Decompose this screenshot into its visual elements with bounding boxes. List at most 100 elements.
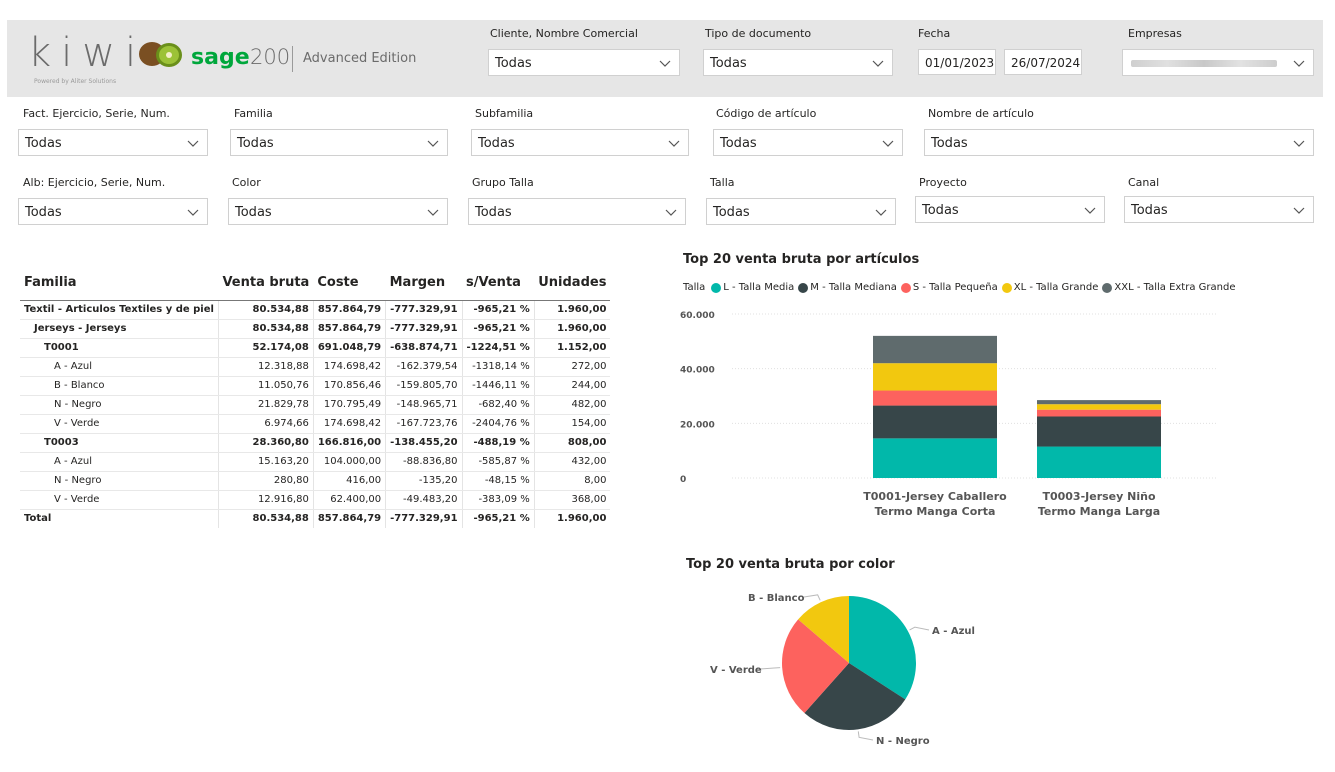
- slicer-value: Todas: [1131, 203, 1168, 218]
- x-tick-label: T0001-Jersey Caballero: [863, 490, 1007, 503]
- table-cell: -585,87 %: [461, 452, 535, 472]
- column-header-s-venta[interactable]: s/Venta: [462, 268, 535, 301]
- slicer-grupo-talla-dropdown[interactable]: Todas: [468, 198, 686, 225]
- table-row[interactable]: A - Azul 12.318,88 174.698,42 -162.379,54 -1…: [20, 357, 611, 377]
- slicer-label-nombre-articulo: Nombre de artículo: [928, 107, 1034, 120]
- row-label: N - Negro: [20, 471, 219, 491]
- legend-label: XXL - Talla Extra Grande: [1114, 282, 1236, 293]
- slicer-subfamilia-dropdown[interactable]: Todas: [471, 129, 689, 156]
- table-cell: -1446,11 %: [461, 376, 535, 396]
- pie-slice[interactable]: [849, 596, 916, 700]
- slicer-value: Todas: [25, 136, 62, 151]
- total-label: Total: [20, 508, 219, 528]
- legend-item-l[interactable]: L - Talla Media: [711, 282, 794, 293]
- slicer-tipo-documento-dropdown[interactable]: Todas: [703, 49, 893, 76]
- column-header-margen[interactable]: Margen: [385, 268, 463, 301]
- table-cell: 170.856,46: [312, 376, 386, 396]
- y-tick-label: 40.000: [680, 366, 715, 376]
- column-header-unidades[interactable]: Unidades: [534, 268, 611, 301]
- slicer-codigo-dropdown[interactable]: Todas: [713, 129, 903, 156]
- bar-segment[interactable]: [873, 405, 997, 439]
- bar-segment[interactable]: [1037, 446, 1161, 478]
- table-row[interactable]: A - Azul 15.163,20 104.000,00 -88.836,80 -58…: [20, 452, 611, 472]
- table-row[interactable]: Jerseys - Jerseys 80.534,88 857.864,79 -777…: [20, 319, 611, 339]
- slicer-fact-dropdown[interactable]: Todas: [18, 129, 208, 156]
- bar-segment[interactable]: [873, 363, 997, 391]
- bar-segment[interactable]: [1037, 416, 1161, 447]
- slicer-empresas-dropdown[interactable]: [1122, 49, 1314, 76]
- legend-item-xl[interactable]: XL - Talla Grande: [1001, 282, 1099, 293]
- table-cell: -88.836,80: [385, 452, 463, 472]
- total-cell: 80.534,88: [217, 508, 314, 528]
- slicer-nombre-articulo-dropdown[interactable]: Todas: [924, 129, 1314, 156]
- pie-slice[interactable]: [804, 663, 906, 730]
- column-header-familia[interactable]: Familia: [20, 268, 219, 301]
- slicer-cliente-dropdown[interactable]: Todas: [488, 49, 680, 76]
- legend-item-m[interactable]: M - Talla Mediana: [798, 282, 897, 293]
- legend-label: S - Talla Pequeña: [912, 282, 998, 293]
- row-label: A - Azul: [20, 357, 219, 377]
- row-label: T0003: [20, 433, 219, 453]
- table-row[interactable]: T0003 28.360,80 166.816,00 -138.455,20 -488,…: [20, 433, 611, 453]
- table-cell: -638.874,71: [385, 338, 463, 358]
- table-cell: 11.050,76: [217, 376, 314, 396]
- table-cell: 104.000,00: [312, 452, 386, 472]
- table-cell: -167.723,76: [385, 414, 463, 434]
- slicer-label-grupo-talla: Grupo Talla: [472, 176, 534, 189]
- chevron-down-icon: [882, 140, 894, 147]
- pie-slice[interactable]: [782, 619, 849, 714]
- table-cell: 21.829,78: [217, 395, 314, 415]
- column-header-coste[interactable]: Coste: [313, 268, 386, 301]
- date-to-input[interactable]: 26/07/2024: [1004, 49, 1082, 75]
- table-row[interactable]: V - Verde 12.916,80 62.400,00 -49.483,20 -38…: [20, 490, 611, 510]
- pie-chart-title: Top 20 venta bruta por color: [686, 557, 895, 572]
- slicer-value: Todas: [931, 136, 968, 151]
- table-cell: 482,00: [533, 395, 611, 415]
- bar-segment[interactable]: [1037, 409, 1161, 417]
- table-cell: 80.534,88: [217, 300, 314, 320]
- table-row[interactable]: N - Negro 280,80 416,00 -135,20 -48,15 % 8,00: [20, 471, 611, 491]
- pie-slice[interactable]: [798, 596, 849, 663]
- slicer-alb-dropdown[interactable]: Todas: [18, 198, 208, 225]
- table-row[interactable]: Textil - Articulos Textiles y de piel 80.…: [20, 300, 611, 320]
- pie-leader-line: [909, 626, 930, 631]
- row-label: V - Verde: [20, 490, 219, 510]
- slicer-canal-dropdown[interactable]: Todas: [1124, 196, 1314, 223]
- slicer-proyecto-dropdown[interactable]: Todas: [915, 196, 1105, 223]
- bar-segment[interactable]: [873, 438, 997, 478]
- table-row[interactable]: B - Blanco 11.050,76 170.856,46 -159.805,70…: [20, 376, 611, 396]
- slicer-familia-dropdown[interactable]: Todas: [230, 129, 448, 156]
- table-row[interactable]: T0001 52.174,08 691.048,79 -638.874,71 -1224…: [20, 338, 611, 358]
- legend-dot: [900, 282, 911, 293]
- slicer-label-color: Color: [232, 176, 261, 189]
- legend-item-s[interactable]: S - Talla Pequeña: [900, 282, 998, 293]
- bar-segment[interactable]: [1037, 400, 1161, 405]
- kiwi-fruit-icon: [139, 42, 182, 67]
- matrix-header-row: Familia Venta bruta Coste Margen s/Venta…: [20, 268, 611, 301]
- legend-label: XL - Talla Grande: [1013, 282, 1099, 293]
- table-cell: 15.163,20: [217, 452, 314, 472]
- y-tick-label: 20.000: [680, 420, 715, 430]
- slicer-talla-dropdown[interactable]: Todas: [706, 198, 896, 225]
- slicer-value: Todas: [475, 205, 512, 220]
- pie-chart: A - Azul N - Negro V - Verde B - Blanco: [710, 593, 975, 747]
- kiwi-logo-text: kiwi: [28, 30, 147, 76]
- column-header-venta-bruta[interactable]: Venta bruta: [218, 268, 314, 301]
- legend-item-xxl[interactable]: XXL - Talla Extra Grande: [1102, 282, 1235, 293]
- bar-segment[interactable]: [1037, 404, 1161, 410]
- slicer-value: Todas: [495, 56, 532, 71]
- date-from-input[interactable]: 01/01/2023: [918, 49, 996, 75]
- table-cell: -159.805,70: [385, 376, 463, 396]
- table-row[interactable]: N - Negro 21.829,78 170.795,49 -148.965,71-…: [20, 395, 611, 415]
- table-cell: -777.329,91: [385, 319, 463, 339]
- bar-segment[interactable]: [873, 390, 997, 406]
- pie-leader-line: [803, 594, 821, 601]
- total-row: Total 80.534,88 857.864,79 -777.329,91 -965,…: [20, 508, 611, 528]
- table-row[interactable]: V - Verde 6.974,66 174.698,42 -167.723,76 -2…: [20, 414, 611, 434]
- slicer-color-dropdown[interactable]: Todas: [228, 198, 448, 225]
- table-cell: 6.974,66: [217, 414, 314, 434]
- pie-label: V - Verde: [710, 665, 762, 676]
- table-cell: -682,40 %: [461, 395, 535, 415]
- row-label: B - Blanco: [20, 376, 219, 396]
- bar-segment[interactable]: [873, 335, 997, 364]
